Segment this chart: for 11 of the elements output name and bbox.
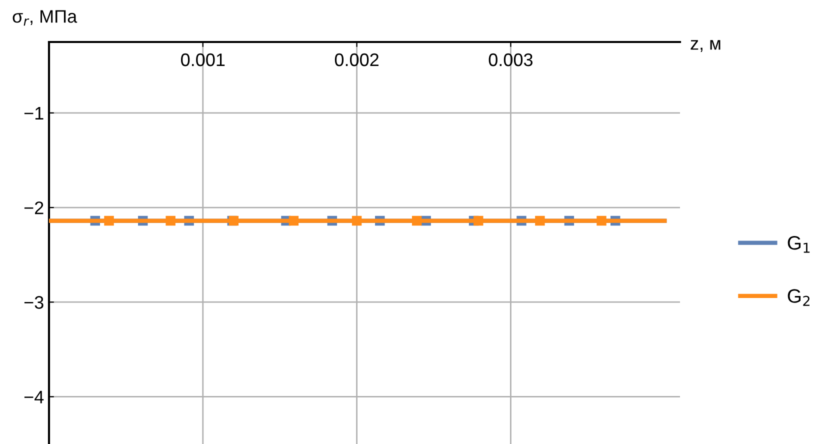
legend-label: G$_{1}$ [788,236,810,253]
x-axis-title: z, м [690,40,720,52]
x-tick-label: 0.001 [181,53,225,66]
x-tick-label: 0.003 [488,53,533,66]
y-tick-label: −1 [24,107,44,120]
y-tick-label: −2 [24,201,44,214]
y-tick-label: −3 [24,296,44,309]
y-tick-label: −4 [24,390,44,404]
legend-label: G$_{2}$ [788,289,810,306]
y-axis-title: σ$_{r}$, МПа [12,10,78,26]
x-tick-label: 0.002 [334,53,378,66]
